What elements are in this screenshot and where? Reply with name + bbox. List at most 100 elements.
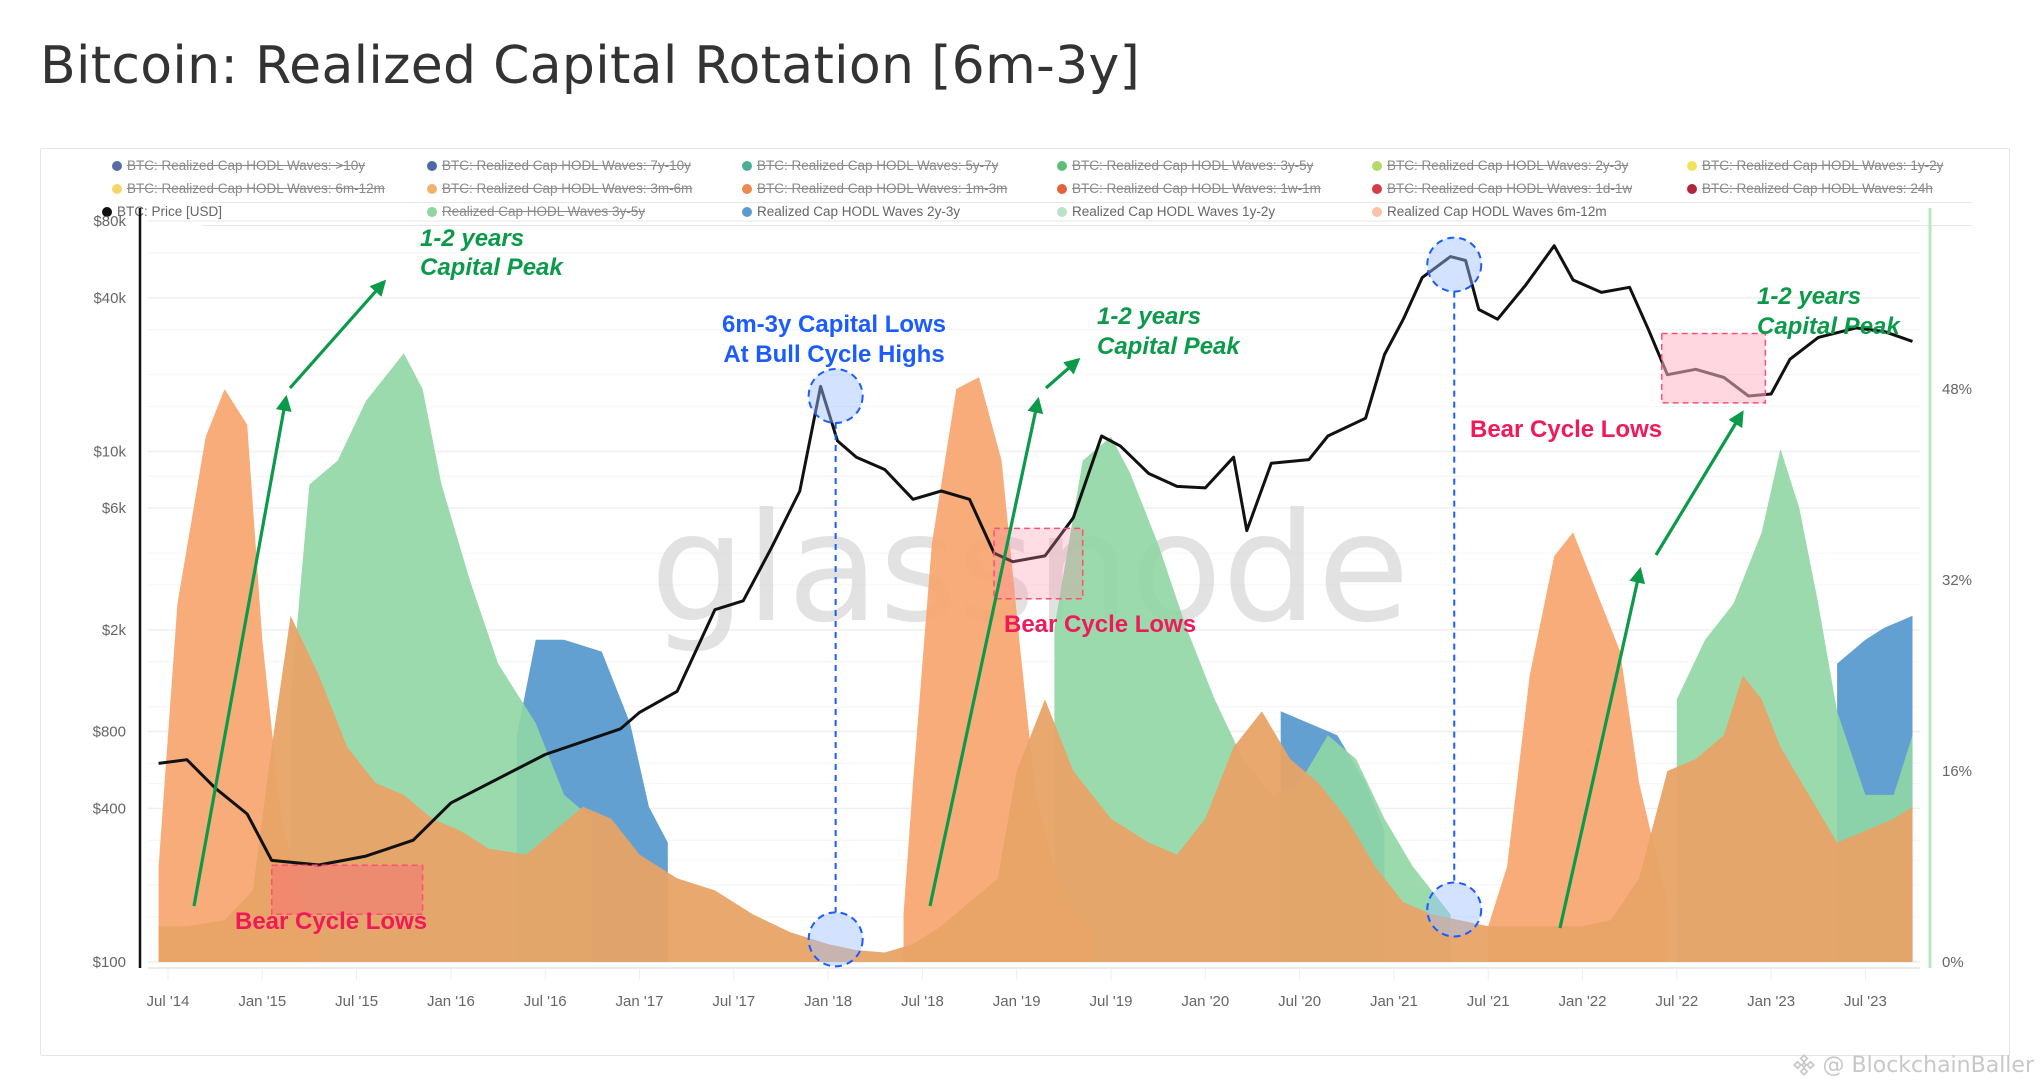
bear-cycle-lows-box [1660, 332, 1767, 404]
x-tick-label: Jan '20 [1181, 993, 1229, 1010]
legend-swatch-icon [112, 183, 122, 194]
x-tick-label: Jan '18 [804, 993, 852, 1010]
legend-item[interactable]: BTC: Realized Cap HODL Waves: 7y-10y [427, 158, 691, 173]
legend-label: Realized Cap HODL Waves 2y-3y [757, 204, 961, 219]
x-tick-label: Jul '15 [335, 993, 378, 1010]
legend-label: Realized Cap HODL Waves 1y-2y [1072, 204, 1276, 219]
legend-item[interactable]: BTC: Realized Cap HODL Waves: 6m-12m [112, 181, 385, 196]
area-orange-peak [1488, 532, 1668, 962]
x-tick-label: Jul '20 [1278, 993, 1321, 1010]
legend-item[interactable]: BTC: Realized Cap HODL Waves: >10y [112, 158, 365, 173]
trend-arrow [1044, 357, 1081, 390]
annotation-bear-cycle-lows: Bear Cycle Lows [1470, 416, 1662, 443]
legend-item[interactable]: Realized Cap HODL Waves 6m-12m [1372, 204, 1607, 219]
x-tick-label: Jul '23 [1844, 993, 1887, 1010]
legend-label: BTC: Realized Cap HODL Waves: 2y-3y [1387, 158, 1629, 173]
legend-swatch-icon [1687, 183, 1697, 194]
legend-label: BTC: Realized Cap HODL Waves: 3y-5y [1072, 158, 1314, 173]
trend-arrow [192, 394, 292, 907]
btc-price-line [158, 244, 1913, 867]
highlight-circle [1426, 236, 1483, 293]
legend-item[interactable]: Realized Cap HODL Waves 2y-3y [742, 204, 960, 219]
legend-item[interactable]: BTC: Realized Cap HODL Waves: 1w-1m [1057, 181, 1321, 196]
annotation-capital-peak: 1-2 years [420, 225, 524, 252]
legend-label: Realized Cap HODL Waves 3y-5y [442, 204, 646, 219]
bear-cycle-lows-box [270, 864, 424, 916]
x-tick-label: Jul '19 [1090, 993, 1133, 1010]
annotation-capital-peak: Capital Peak [1757, 313, 1901, 340]
annotation-bear-cycle-lows: Bear Cycle Lows [235, 908, 427, 935]
x-tick-label: Jan '19 [993, 993, 1041, 1010]
legend-label: BTC: Realized Cap HODL Waves: 1w-1m [1072, 181, 1321, 196]
x-tick-label: Jan '17 [616, 993, 664, 1010]
area-orange-6m-12m [158, 615, 1913, 962]
x-tick-label: Jan '22 [1559, 993, 1607, 1010]
annotation-bear-cycle-lows: Bear Cycle Lows [1004, 611, 1196, 638]
x-tick-label: Jul '18 [901, 993, 944, 1010]
x-tick-label: Jan '15 [238, 993, 286, 1010]
legend-swatch-icon [1372, 206, 1382, 217]
legend-item[interactable]: BTC: Realized Cap HODL Waves: 3y-5y [1057, 158, 1313, 173]
y-left-tick-label: $2k [102, 622, 127, 639]
trend-arrow [288, 279, 387, 390]
legend-swatch-icon [1057, 183, 1067, 194]
legend-item[interactable]: BTC: Realized Cap HODL Waves: 1m-3m [742, 181, 1007, 196]
legend-label: BTC: Realized Cap HODL Waves: 1y-2y [1702, 158, 1944, 173]
legend-swatch-icon [1372, 160, 1382, 171]
legend-label: BTC: Realized Cap HODL Waves: 1m-3m [757, 181, 1008, 196]
legend-swatch-icon [427, 206, 437, 217]
annotation-capital-peak: 1-2 years [1757, 283, 1861, 310]
x-tick-label: Jul '16 [524, 993, 567, 1010]
legend-label: BTC: Realized Cap HODL Waves: >10y [127, 158, 365, 173]
legend-item[interactable]: BTC: Realized Cap HODL Waves: 1d-1w [1372, 181, 1632, 196]
legend-swatch-icon [1372, 183, 1382, 194]
legend-label: BTC: Realized Cap HODL Waves: 7y-10y [442, 158, 691, 173]
annotation-capital-peak: 1-2 years [1097, 303, 1201, 330]
legend-item[interactable]: BTC: Realized Cap HODL Waves: 24h [1687, 181, 1933, 196]
trend-arrow [1654, 410, 1744, 556]
x-tick-label: Jul '17 [712, 993, 755, 1010]
chart-title: Bitcoin: Realized Capital Rotation [6m-3… [40, 36, 1141, 96]
annotation-capital-peak: Capital Peak [1097, 333, 1241, 360]
x-tick-label: Jul '14 [147, 993, 190, 1010]
y-left-tick-label: $6k [102, 500, 127, 517]
legend-swatch-icon [1057, 206, 1067, 217]
x-tick-label: Jul '22 [1655, 993, 1698, 1010]
legend-swatch-icon [742, 160, 752, 171]
legend-swatch-icon [102, 206, 112, 217]
legend-label: BTC: Realized Cap HODL Waves: 24h [1702, 181, 1933, 196]
y-left-tick-label: $400 [93, 800, 126, 817]
highlight-circle [807, 367, 864, 424]
y-right-tick-label: 48% [1942, 381, 1972, 398]
x-tick-label: Jan '23 [1747, 993, 1795, 1010]
trend-arrow [928, 396, 1044, 907]
y-left-tick-label: $80k [93, 213, 126, 230]
legend-swatch-icon [112, 160, 122, 171]
legend-item[interactable]: BTC: Realized Cap HODL Waves: 2y-3y [1372, 158, 1628, 173]
x-tick-label: Jan '21 [1370, 993, 1418, 1010]
watermark: @ BlockchainBaller [1791, 1052, 2034, 1078]
legend-item[interactable]: BTC: Realized Cap HODL Waves: 5y-7y [742, 158, 998, 173]
legend-swatch-icon [742, 206, 752, 217]
legend-item[interactable]: BTC: Realized Cap HODL Waves: 3m-6m [427, 181, 692, 196]
legend-swatch-icon [1057, 160, 1067, 171]
y-right-tick-label: 0% [1942, 954, 1964, 971]
highlight-circle [807, 911, 864, 968]
legend-swatch-icon [742, 183, 752, 194]
legend-swatch-icon [427, 183, 437, 194]
legend-item[interactable]: BTC: Realized Cap HODL Waves: 1y-2y [1687, 158, 1943, 173]
chart-frame [40, 148, 2010, 1056]
legend-label: BTC: Realized Cap HODL Waves: 6m-12m [127, 181, 385, 196]
legend-item[interactable]: Realized Cap HODL Waves 1y-2y [1057, 204, 1275, 219]
binance-logo-icon [1792, 1054, 1815, 1076]
legend-item[interactable]: Realized Cap HODL Waves 3y-5y [427, 204, 645, 219]
y-right-tick-label: 32% [1942, 572, 1972, 589]
legend-swatch-icon [1687, 160, 1697, 171]
y-left-tick-label: $40k [93, 290, 126, 307]
legend-item[interactable]: BTC: Price [USD] [102, 204, 222, 219]
watermark-text: @ BlockchainBaller [1822, 1052, 2034, 1078]
y-left-tick-label: $800 [93, 723, 126, 740]
x-tick-label: Jan '16 [427, 993, 475, 1010]
y-left-tick-label: $100 [93, 954, 126, 971]
